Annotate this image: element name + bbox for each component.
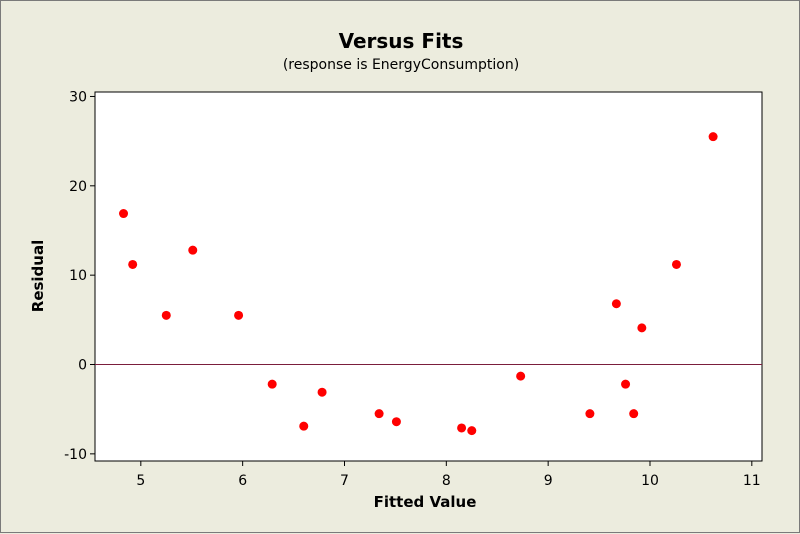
data-point [708, 132, 718, 142]
y-axis-label: Residual [29, 240, 47, 312]
data-point [188, 245, 198, 255]
x-tick-label: 9 [544, 473, 553, 489]
data-point [467, 426, 477, 436]
data-point [585, 409, 595, 419]
x-tick-label: 8 [442, 473, 451, 489]
data-point [671, 259, 681, 269]
data-point [119, 209, 129, 219]
data-point [128, 259, 138, 269]
x-tick-label: 7 [340, 473, 349, 489]
data-point [267, 379, 277, 389]
data-point [621, 379, 631, 389]
chart-title: Versus Fits [339, 29, 464, 53]
x-tick-label: 5 [136, 473, 145, 489]
data-point [391, 417, 401, 427]
chart-subtitle: (response is EnergyConsumption) [283, 57, 519, 73]
data-point [629, 409, 639, 419]
axes: 5 6 7 8 9 10 11 -10 0 10 20 30 [64, 89, 762, 489]
data-point [299, 421, 309, 431]
data-point [161, 310, 171, 320]
x-tick-label: 10 [641, 473, 659, 489]
data-point [234, 310, 244, 320]
y-tick-label: -10 [64, 447, 87, 463]
data-point [374, 409, 384, 419]
plot-area [94, 91, 763, 462]
x-axis-label: Fitted Value [374, 493, 477, 511]
data-points [119, 132, 718, 436]
x-tick-label: 11 [743, 473, 761, 489]
y-tick-label: 30 [69, 89, 87, 105]
data-point [637, 323, 647, 333]
y-tick-label: 0 [78, 358, 87, 374]
y-tick-label: 20 [69, 179, 87, 195]
data-point [516, 371, 526, 381]
data-point [611, 299, 621, 309]
x-tick-label: 6 [238, 473, 247, 489]
data-point [457, 423, 467, 433]
y-tick-label: 10 [69, 268, 87, 284]
data-point [317, 387, 327, 397]
